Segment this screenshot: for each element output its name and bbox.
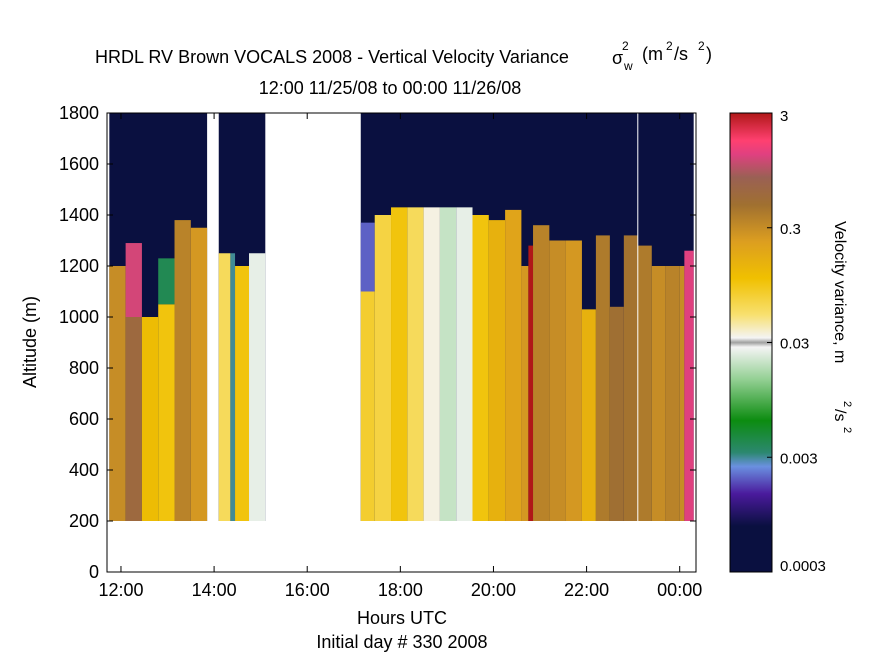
x-tick-label: 12:00 xyxy=(98,580,143,600)
heatmap-cell xyxy=(684,250,694,521)
heatmap-cell xyxy=(472,215,489,521)
y-tick-label: 600 xyxy=(69,409,99,429)
y-axis-label: Altitude (m) xyxy=(20,296,40,388)
heatmap-cell xyxy=(623,235,638,521)
y-tick-label: 200 xyxy=(69,511,99,531)
x-tick-label: 14:00 xyxy=(192,580,237,600)
heatmap-cell xyxy=(565,240,582,521)
colorbar-label: Velocity variance, m 2 /s 2 xyxy=(831,221,853,433)
y-tick-label: 1400 xyxy=(59,205,99,225)
y-axis: 0 200 400 600 800 1000 1200 1400 1600 1800 xyxy=(59,103,696,582)
heatmap-cell xyxy=(190,227,208,521)
chart-title: HRDL RV Brown VOCALS 2008 - Vertical Vel… xyxy=(95,47,569,67)
colorbar-tick-label: 0.03 xyxy=(780,336,809,353)
heatmap-cell xyxy=(651,266,666,521)
heatmap-cell xyxy=(249,253,266,521)
heatmap-cell xyxy=(609,306,624,521)
y-tick-label: 1800 xyxy=(59,103,99,123)
colorbar-tick-label: 0.003 xyxy=(780,450,818,467)
svg-text:2: 2 xyxy=(841,401,853,407)
svg-text:(m: (m xyxy=(642,44,663,64)
y-tick-label: 1200 xyxy=(59,256,99,276)
heatmap-cell xyxy=(595,235,610,521)
heatmap-cell xyxy=(360,222,375,292)
colorbar xyxy=(729,112,773,573)
heatmap-cell xyxy=(109,266,126,521)
colorbar-tick-label: 0.0003 xyxy=(780,558,826,575)
heatmap-cell xyxy=(391,207,408,521)
heatmap-cell xyxy=(218,253,231,521)
svg-text:w: w xyxy=(623,59,633,73)
x-tick-label: 00:00 xyxy=(657,580,702,600)
y-tick-label: 0 xyxy=(89,562,99,582)
heatmap-cell xyxy=(158,258,175,305)
svg-text:Velocity variance, m: Velocity variance, m xyxy=(831,221,848,363)
heatmap-cell xyxy=(679,266,685,521)
svg-text:/s: /s xyxy=(831,409,848,421)
svg-text:2: 2 xyxy=(841,427,853,433)
colorbar-ticks: 3 0.3 0.03 0.003 0.0003 xyxy=(767,108,826,575)
x-tick-label: 16:00 xyxy=(285,580,330,600)
heatmap-cell xyxy=(235,266,250,521)
heatmap-cell xyxy=(125,317,142,521)
heatmap-cell xyxy=(521,266,529,521)
y-tick-label: 400 xyxy=(69,460,99,480)
svg-text:2: 2 xyxy=(622,39,629,53)
heatmap-cell xyxy=(533,225,550,521)
heatmap-cell xyxy=(174,220,191,521)
svg-text:σ: σ xyxy=(612,48,623,68)
heatmap-cell xyxy=(505,209,522,521)
x-axis: 12:00 14:00 16:00 18:00 20:00 22:00 00:00 xyxy=(98,113,702,600)
heatmap-cell xyxy=(158,304,175,521)
x-tick-label: 20:00 xyxy=(471,580,516,600)
y-tick-label: 1000 xyxy=(59,307,99,327)
heatmap-cell xyxy=(637,245,652,521)
svg-text:2: 2 xyxy=(666,39,673,53)
x-axis-label-2: Initial day # 330 2008 xyxy=(316,632,487,652)
y-tick-label: 800 xyxy=(69,358,99,378)
heatmap-cell xyxy=(439,207,457,521)
heatmap-cell xyxy=(581,309,596,521)
data-gap xyxy=(207,113,219,521)
heatmap-cell xyxy=(549,240,566,521)
plot-frame xyxy=(106,112,697,573)
x-tick-label: 18:00 xyxy=(378,580,423,600)
heatmap-cell xyxy=(528,245,534,521)
heatmap-cell xyxy=(360,291,375,521)
heatmap-cell xyxy=(665,266,680,521)
data-gap xyxy=(265,113,361,521)
title-symbol: σ w 2 (m 2 /s 2 ) xyxy=(612,39,712,73)
colorbar-tick-label: 3 xyxy=(780,108,788,125)
heatmap-cell xyxy=(456,207,473,521)
heatmap-cell xyxy=(230,253,236,521)
colorbar-tick-label: 0.3 xyxy=(780,221,801,238)
svg-text:): ) xyxy=(706,44,712,64)
heatmap-cell xyxy=(141,317,159,521)
x-tick-label: 22:00 xyxy=(564,580,609,600)
y-tick-label: 1600 xyxy=(59,154,99,174)
heatmap-cell xyxy=(488,220,506,521)
svg-text:2: 2 xyxy=(698,39,705,53)
heatmap-cell xyxy=(125,243,142,317)
x-axis-label: Hours UTC xyxy=(357,608,447,628)
heatmap-cell xyxy=(423,207,440,521)
svg-text:/s: /s xyxy=(674,44,688,64)
heatmap-cells xyxy=(109,113,694,521)
heatmap-cell xyxy=(374,215,392,521)
chart-subtitle: 12:00 11/25/08 to 00:00 11/26/08 xyxy=(259,78,522,98)
heatmap-cell xyxy=(407,207,424,521)
